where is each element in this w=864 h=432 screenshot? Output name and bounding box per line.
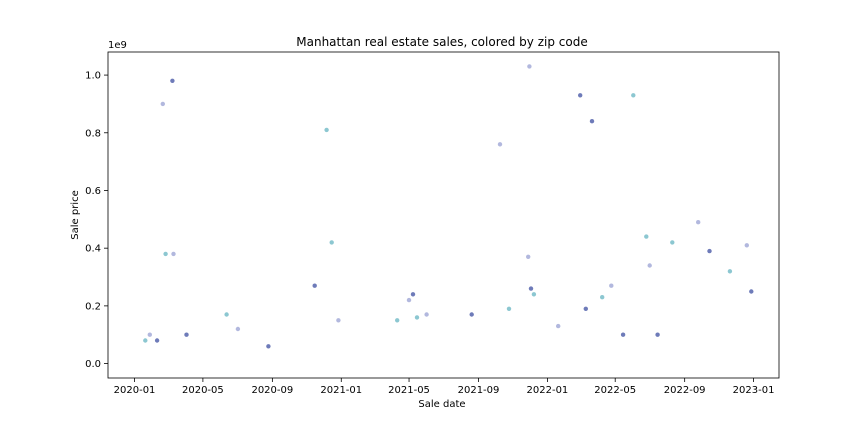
scatter-point (589, 119, 595, 124)
scatter-point (469, 312, 474, 317)
scatter-point (647, 263, 652, 268)
scatter-point (414, 315, 420, 320)
scatter-point (526, 254, 531, 259)
x-tick-label: 2020-05 (182, 385, 224, 396)
scatter-point (600, 295, 605, 300)
x-tick-label: 2023-01 (733, 385, 775, 396)
scatter-point (497, 142, 503, 147)
scatter-point (506, 306, 512, 311)
scatter-point (329, 240, 334, 245)
scatter-point (235, 326, 241, 332)
scatter-point (583, 306, 588, 311)
y-offset-label: 1e9 (108, 40, 127, 51)
x-tick-label: 2020-09 (251, 385, 293, 396)
x-tick-label: 2022-05 (594, 385, 636, 396)
scatter-point (707, 248, 712, 254)
x-tick-label: 2022-09 (664, 385, 706, 396)
x-axis-label: Sale date (418, 399, 465, 410)
scatter-point (154, 338, 160, 343)
scatter-point (424, 312, 429, 317)
y-tick-label: 1.0 (85, 71, 101, 82)
scatter-point (147, 332, 152, 337)
scatter-point (527, 64, 532, 69)
scatter-point (528, 286, 534, 291)
scatter-point (727, 269, 733, 274)
scatter-point (266, 344, 271, 349)
y-tick-label: 0.6 (85, 186, 101, 197)
scatter-point (744, 243, 749, 248)
x-tick-label: 2020-01 (114, 385, 156, 396)
plot-frame (107, 51, 780, 379)
scatter-point (163, 251, 168, 257)
scatter-point (324, 127, 329, 133)
scatter-point (143, 338, 148, 343)
scatter-point (410, 292, 416, 297)
scatter-point (578, 93, 583, 98)
y-tick-label: 0.0 (85, 359, 101, 370)
scatter-point (620, 332, 626, 337)
scatter-point (644, 234, 649, 239)
x-tick-label: 2021-09 (458, 385, 500, 396)
scatter-point (696, 220, 701, 225)
y-axis-label: Sale price (70, 190, 81, 239)
y-tick-label: 0.8 (85, 128, 101, 139)
scatter-point (556, 323, 561, 329)
y-tick-label: 0.4 (85, 244, 101, 255)
x-tick-label: 2021-01 (320, 385, 362, 396)
scatter-point (670, 240, 675, 245)
scatter-point (609, 283, 614, 288)
scatter-point (184, 332, 189, 337)
axis-ticks: 2020-01 2020-05 2020-09 2021-01 2021-05 2021-… (85, 71, 774, 396)
scatter-point (171, 251, 176, 257)
scatter-point (312, 283, 317, 288)
chart-title: Manhattan real estate sales, colored by … (296, 35, 587, 49)
y-tick-label: 0.2 (85, 301, 101, 312)
scatter-point (406, 297, 412, 303)
scatter-point (749, 289, 754, 294)
scatter-points (143, 64, 754, 349)
scatter-point (160, 101, 165, 107)
scatter-point (395, 318, 400, 323)
scatter-point (631, 93, 636, 98)
scatter-point (336, 318, 341, 323)
x-tick-label: 2021-05 (388, 385, 430, 396)
x-tick-label: 2022-01 (527, 385, 569, 396)
scatter-point (170, 78, 175, 84)
scatter-point (531, 292, 537, 297)
scatter-point (224, 312, 229, 317)
scatter-point (655, 332, 660, 337)
